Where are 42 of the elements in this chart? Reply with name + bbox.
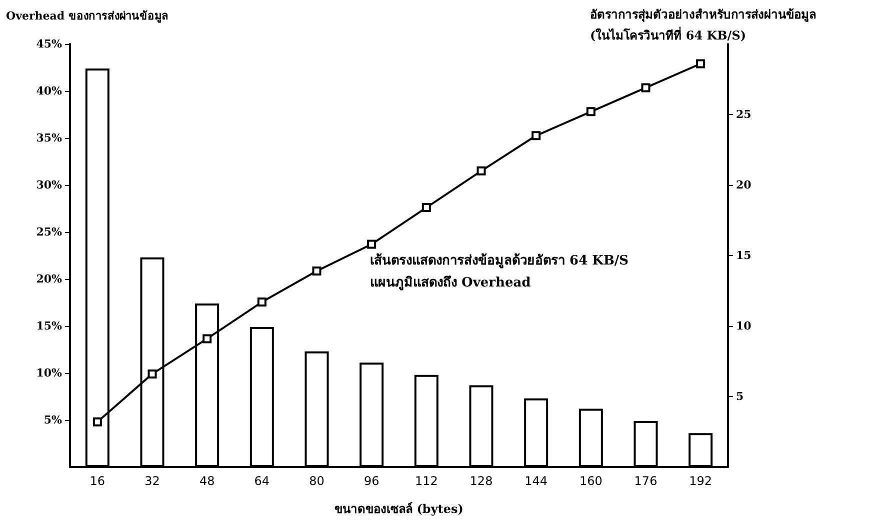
point [586, 107, 596, 116]
x-tick-label: 80 [309, 474, 324, 488]
point [696, 59, 706, 68]
point [92, 417, 102, 426]
point [148, 369, 157, 378]
x-tick-label: 176 [634, 474, 658, 488]
point [257, 298, 266, 307]
y2-tick-label: 10 [736, 320, 752, 332]
x-tick-label: 96 [364, 474, 380, 488]
y-tick-label: 40% [36, 84, 63, 98]
y2-axis-title: อัตราการสุ่มตัวอย่างสำหรับการส่งผ่านข้อมูล (ในไมโครวินาทีที่ 64 KB/S) [590, 8, 816, 42]
x-tick-label: 112 [414, 474, 438, 488]
y-tick-label: 25% [36, 226, 63, 238]
x-axis-title: ขนาดของเซลล์ (bytes) [334, 502, 464, 516]
x-tick-label: 32 [144, 474, 160, 488]
point [422, 203, 431, 212]
point [312, 266, 322, 276]
x-tick-label: 144 [524, 474, 548, 488]
x-tick-label: 16 [90, 474, 106, 488]
point [532, 131, 541, 140]
y-tick-label: 45% [36, 38, 63, 50]
point [202, 334, 212, 344]
x-tick-label: 128 [470, 474, 493, 488]
y2-tick-label: 20 [736, 178, 752, 192]
x-tick-label: 160 [579, 474, 602, 488]
y2-tick-label: 25 [736, 108, 752, 121]
point [641, 83, 650, 92]
point [476, 166, 486, 176]
point [367, 240, 376, 249]
y-tick-label: 30% [36, 178, 63, 192]
y2-tick-label: 5 [736, 390, 744, 403]
y2-tick-label: 15 [736, 249, 752, 262]
y-tick-label: 20% [36, 272, 63, 286]
y-axis-title: Overhead ของการส่งผ่านข้อมูล [6, 10, 168, 24]
x-tick-label: 64 [254, 474, 270, 488]
annotation: เส้นตรงแสดงการส่งข้อมูลด้วยอัตรา 64 KB/S แผนภูมิแสดงถึง Overhead [370, 252, 629, 290]
y-tick-label: 10% [36, 366, 63, 380]
y-tick-label: 35% [36, 132, 63, 144]
y-tick-label: 15% [36, 320, 63, 332]
x-tick-label: 48 [199, 474, 215, 488]
x-tick-label: 192 [689, 474, 712, 488]
y-tick-label: 5% [44, 414, 63, 426]
